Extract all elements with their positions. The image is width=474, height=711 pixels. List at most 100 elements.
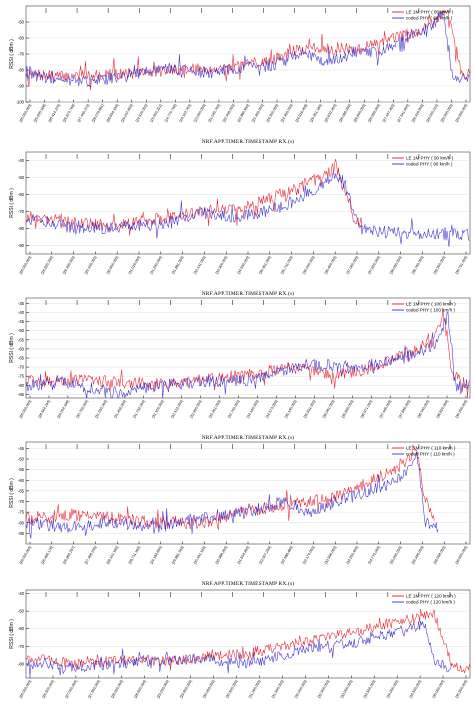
y-tick-label: -60 [18,346,25,351]
x-tick-label: [34.200.400] [346,545,359,564]
x-tick-label: [21.040.700] [208,103,221,122]
x-tick-label: [36.400.000] [324,255,337,274]
x-tick-label: [34.775.000] [367,545,380,564]
y-tick-label: -90 [18,84,25,89]
chart-panel-5: -40 -50 -60 -70 -80 RSSI ( dBm ) [26.000.000] [… [9,589,471,699]
x-tick-label: [27.941.600] [396,103,409,122]
x-tick-label: [33.301.000] [208,399,221,418]
x-tick-label: [35.731.000] [280,255,293,274]
x-tick-label: [38.820.000] [436,399,449,418]
x-tick-label: [23.300.000] [251,103,264,122]
x-tick-label: [36.600.000] [455,545,468,564]
x-tick-label: [26.000.000] [19,545,32,564]
legend-entry: coded PHY ( 80 km/h ) [406,16,453,21]
y-tick-label: -50 [18,20,25,25]
x-tick-label: [24.300.000] [266,103,279,122]
x-tick-label: [26.999.000] [367,103,380,122]
series-line-coded [25,620,453,677]
x-tick-label: [31.052.000] [94,399,107,418]
x-tick-label: [38.340.000] [417,399,430,418]
x-tick-label: [34.550.000] [237,255,250,274]
x-tick-label: [29.900.000] [455,103,468,122]
x-tick-label: [33.131.000] [193,255,206,274]
x-tick-label: [39.200.000] [455,399,468,418]
x-tick-label: [35.500.000] [455,679,468,698]
y-tick-label: -35 [18,301,25,306]
x-tick-label: [36.560.000] [341,399,354,418]
x-tick-label: [26.000.000] [19,255,32,274]
x-tick-label: [34.500.000] [409,679,422,698]
x-tick-label: [28.101.160] [106,545,119,564]
y-tick-label: -55 [18,467,25,472]
x-tick-label: [38.760.000] [411,255,424,274]
x-tick-label: [26.080.000] [338,103,351,122]
x-tick-label: [37.849.000] [398,399,411,418]
y-tick-label: -80 [18,661,25,666]
x-tick-label: [30.441.150] [193,545,206,564]
y-axis-label: RSSI ( dBm ) [9,39,15,69]
y-tick-label: -70 [18,209,25,214]
y-tick-label: -85 [18,392,25,397]
x-tick-label: [24.400.000] [280,103,293,122]
y-tick-label: -80 [18,68,25,73]
x-tick-label: [26.500.000] [42,679,55,698]
x-tick-label: [31.554.350] [237,545,250,564]
x-tick-label: [37.600.000] [367,255,380,274]
x-tick-label: [25.301.180] [309,103,322,122]
plot-frame [25,297,471,399]
x-tick-label: [33.900.000] [215,255,228,274]
x-tick-label: [31.000.000] [248,679,261,698]
y-tick-label: -60 [18,626,25,631]
y-tick-label: -75 [18,374,25,379]
x-tick-label: [39.791.000] [455,255,468,274]
x-tick-label: [25.632.400] [324,103,337,122]
x-tick-label: [34.000.000] [386,679,399,698]
x-tick-label: [37.060.000] [346,255,359,274]
x-tick-label: [29.000.000] [156,679,169,698]
x-tick-label: [35.446.000] [411,545,424,564]
legend-entry: LE 1M PHY ( 120 km/h ) [406,594,456,599]
x-tick-label: [36.008.000] [433,545,446,564]
y-tick-label: -90 [18,243,25,248]
x-tick-label: [33.500.000] [363,679,376,698]
x-axis-label: NRF.APP.TIMER.TIMESTAMP RX.(s) [202,580,295,587]
x-tick-label: [28.711.162] [128,546,141,565]
y-tick-label: -60 [18,192,25,197]
x-tick-label: [35.000.000] [389,545,402,564]
x-tick-label: [31.016.000] [128,255,141,274]
x-tick-label: [33.700.000] [227,399,240,418]
plot-frame [25,589,471,679]
y-tick-label: -45 [18,446,25,451]
y-axis-label: RSSI ( dBm ) [9,188,15,218]
series-line-le1m [25,608,470,674]
x-tick-label: [28.350.000] [62,255,75,274]
y-tick-label: -80 [18,226,25,231]
x-tick-label: [30.500.000] [225,679,238,698]
x-tick-label: [26.000.000] [19,399,32,418]
y-tick-label: -55 [18,337,25,342]
legend-entry: coded PHY ( 120 km/h ) [406,600,455,605]
x-tick-label: [29.204.196] [57,399,70,418]
x-tick-label: [38.005.000] [389,255,402,274]
x-tick-label: [15.500.221] [149,103,162,122]
x-tick-label: [36.971.000] [360,399,373,418]
x-tick-label: [32.100.000] [151,399,164,418]
y-tick-label: -50 [18,328,25,333]
y-tick-label: -85 [18,531,25,536]
legend-entry: coded PHY ( 100 km/h ) [406,308,455,313]
x-tick-label: [28.416.909] [411,103,424,122]
y-tick-label: -65 [18,356,25,361]
chart-panel-1: -50 -60 -70 -80 -90 -100 RSSI ( dBm ) [25.000.0… [9,5,471,145]
y-tick-label: -40 [18,158,25,163]
legend-entry: LE 1M PHY ( 90 km/h ) [406,156,454,161]
y-axis-label: RSSI ( dBm ) [9,478,15,508]
series-line-coded [25,11,470,87]
x-tick-label: [35.391.000] [258,255,271,274]
x-tick-label: [28.079.661] [91,103,104,122]
x-axis-label: NRF.APP.TIMER.TIMESTAMP RX.(s) [202,138,295,145]
y-tick-label: -45 [18,319,25,324]
plot-frame [25,151,471,255]
y-axis-label: RSSI ( dBm ) [9,619,15,649]
x-tick-label: [39.300.000] [433,255,446,274]
